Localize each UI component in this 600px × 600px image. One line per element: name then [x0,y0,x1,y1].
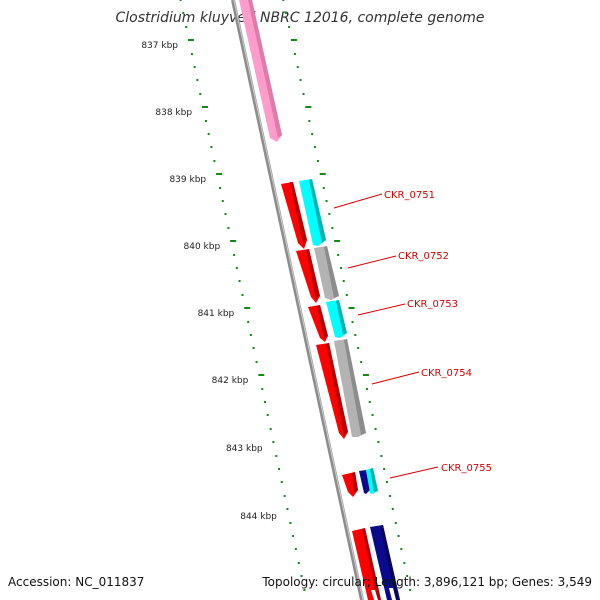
gene-navy-lower[interactable] [370,525,400,600]
gene-ckr-0753[interactable] [308,300,347,342]
gene-ckr-0751[interactable] [281,179,326,249]
gene-label-ckr-0755: CKR_0755 [441,463,492,474]
leader-line-ckr-0753 [357,303,406,316]
gene-pink-upper[interactable] [239,0,282,142]
gene-label-ckr-0754: CKR_0754 [421,368,472,379]
genome-title: Clostridium kluyveri NBRC 12016, complet… [115,10,485,26]
gene-red-lower[interactable] [352,528,381,600]
scale-label-837: 837 kbp [141,41,178,51]
gene-white-lower [371,588,396,600]
leader-line-ckr-0754 [371,371,420,385]
gene-label-ckr-0753: CKR_0753 [407,299,458,310]
accession-text: Accession: NC_011837 [8,575,145,589]
scale-label-842: 842 kbp [212,376,249,386]
leader-line-ckr-0752 [347,255,397,269]
scale-label-844: 844 kbp [240,512,277,522]
gene-ckr-0754[interactable] [316,339,366,439]
scale-label-838: 838 kbp [155,108,192,118]
gene-label-group: CKR_0751 CKR_0752 CKR_0753 CKR_0754 CKR_… [333,190,492,479]
genome-backbone [231,0,364,600]
leader-line-ckr-0755 [389,466,439,479]
gene-ckr-0755[interactable] [342,468,378,497]
scale-label-840: 840 kbp [184,242,221,252]
genome-summary-text: Topology: circular; Length: 3,896,121 bp… [262,575,592,589]
scale-label-839: 839 kbp [169,175,206,185]
scale-labels: 837 kbp 838 kbp 839 kbp 840 kbp 841 kbp 842 k… [141,41,277,522]
scale-label-843: 843 kbp [226,444,263,454]
gene-label-ckr-0752: CKR_0752 [398,251,449,262]
leader-line-ckr-0751 [333,193,383,209]
gene-label-ckr-0751: CKR_0751 [384,190,435,201]
scale-label-841: 841 kbp [198,309,235,319]
scale-ticks-left [179,0,306,591]
scale-ticks-right [282,0,412,591]
gene-ckr-0752[interactable] [296,246,339,303]
